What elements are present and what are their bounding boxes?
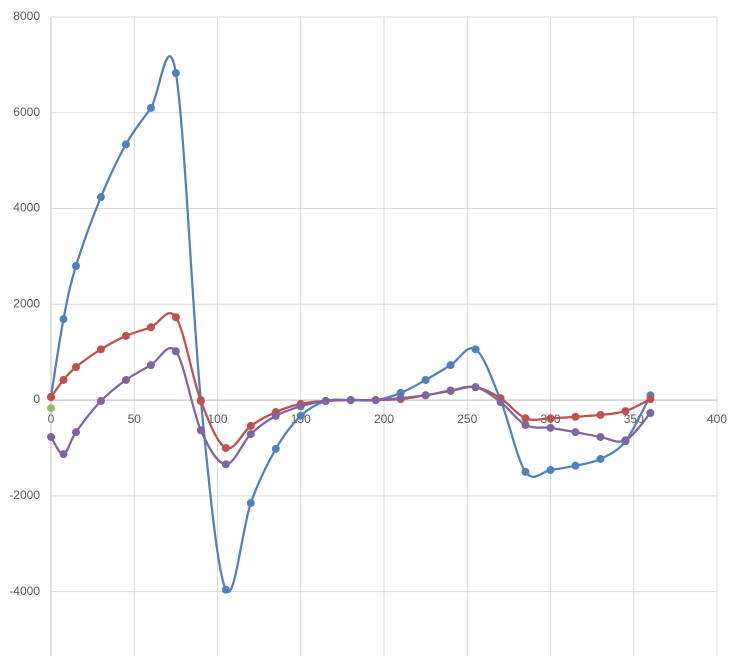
data-point	[446, 361, 455, 370]
data-point	[621, 407, 630, 416]
data-point	[59, 450, 68, 459]
data-point	[296, 402, 305, 411]
data-point	[59, 315, 68, 324]
data-point	[71, 428, 80, 437]
y-tick-label: 2000	[13, 296, 40, 310]
data-point	[446, 386, 455, 395]
data-point	[546, 414, 555, 423]
data-point	[59, 375, 68, 384]
data-point	[221, 443, 230, 452]
data-point	[471, 345, 480, 354]
data-point	[521, 414, 530, 423]
data-point	[271, 411, 280, 420]
data-point	[646, 395, 655, 404]
y-tick-label: 0	[33, 392, 40, 406]
data-point	[371, 396, 380, 405]
series-line	[49, 55, 652, 594]
data-point	[96, 397, 105, 406]
data-point	[421, 375, 430, 384]
data-point	[246, 421, 255, 430]
data-point	[596, 454, 605, 463]
data-point	[571, 412, 580, 421]
data-point	[121, 331, 130, 340]
data-point	[246, 499, 255, 508]
x-tick-label: 250	[457, 412, 477, 426]
x-tick-label: 100	[207, 412, 227, 426]
x-tick-label: 200	[374, 412, 394, 426]
x-tick-label: 50	[128, 412, 142, 426]
data-point	[71, 262, 80, 270]
data-point	[546, 423, 555, 432]
data-point	[346, 396, 355, 405]
data-point	[47, 432, 55, 441]
series-line	[50, 347, 652, 466]
y-tick-label: -4000	[9, 584, 40, 598]
data-point	[646, 409, 655, 418]
data-point	[296, 411, 305, 420]
data-point	[571, 461, 580, 470]
series-line	[50, 312, 651, 450]
data-point	[221, 585, 230, 594]
data-point	[71, 363, 80, 372]
data-point	[396, 394, 405, 403]
data-point	[246, 430, 255, 439]
data-point	[596, 432, 605, 441]
data-point	[47, 404, 55, 413]
data-point	[471, 383, 480, 392]
data-point	[96, 193, 105, 202]
data-point	[271, 444, 280, 453]
data-point	[546, 465, 555, 474]
data-point	[121, 140, 130, 149]
y-tick-label: -2000	[9, 488, 40, 502]
data-point	[146, 361, 155, 370]
data-point	[596, 410, 605, 419]
data-point	[521, 420, 530, 429]
data-point	[171, 313, 180, 322]
x-tick-label: 400	[707, 412, 727, 426]
data-point	[146, 103, 155, 112]
data-point	[571, 428, 580, 437]
data-point	[321, 397, 330, 406]
data-point	[496, 397, 505, 406]
data-point	[96, 345, 105, 354]
data-point	[47, 393, 55, 402]
data-point	[171, 347, 180, 356]
data-point	[146, 323, 155, 332]
y-tick-label: 4000	[13, 201, 40, 215]
data-point	[221, 460, 230, 469]
y-tick-label: 8000	[13, 9, 40, 23]
data-point	[196, 397, 205, 406]
data-point	[621, 436, 630, 445]
data-point	[121, 375, 130, 384]
y-tick-label: 6000	[13, 105, 40, 119]
data-point	[521, 467, 530, 476]
data-point	[196, 426, 205, 435]
data-point	[421, 391, 430, 400]
data-point	[171, 69, 180, 78]
